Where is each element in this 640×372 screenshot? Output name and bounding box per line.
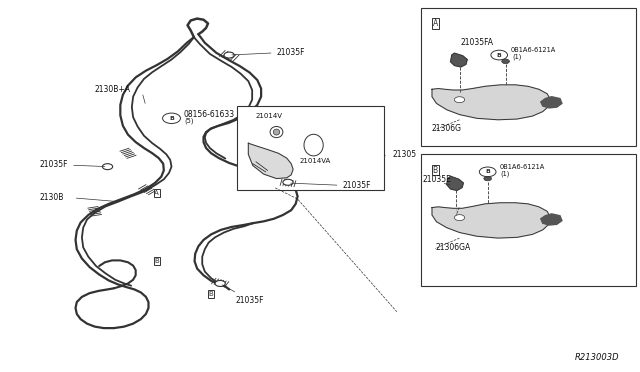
Polygon shape <box>541 214 562 225</box>
Text: 2130B: 2130B <box>40 193 64 202</box>
Ellipse shape <box>270 126 283 138</box>
Circle shape <box>502 59 509 64</box>
Polygon shape <box>447 176 463 190</box>
Text: 21306GA: 21306GA <box>435 243 470 252</box>
Text: B: B <box>209 291 214 297</box>
Text: B: B <box>433 166 438 174</box>
Circle shape <box>484 176 492 181</box>
Bar <box>421 154 636 286</box>
Circle shape <box>454 215 465 221</box>
Circle shape <box>215 280 225 286</box>
Text: B: B <box>169 116 174 121</box>
Text: 21305: 21305 <box>393 150 417 159</box>
Text: 0B1A6-6121A: 0B1A6-6121A <box>511 47 556 53</box>
Polygon shape <box>432 203 550 238</box>
Circle shape <box>102 164 113 170</box>
Ellipse shape <box>273 129 280 135</box>
Polygon shape <box>432 85 550 120</box>
Polygon shape <box>248 143 293 179</box>
Text: A: A <box>433 19 438 28</box>
Bar <box>237 106 384 190</box>
Text: (1): (1) <box>512 54 522 60</box>
Text: 08156-61633: 08156-61633 <box>183 110 234 119</box>
Circle shape <box>283 179 293 185</box>
Text: (1): (1) <box>500 171 510 177</box>
Text: 0B1A6-6121A: 0B1A6-6121A <box>499 164 545 170</box>
Polygon shape <box>541 97 562 108</box>
Text: 2130B+A: 2130B+A <box>95 85 131 94</box>
Circle shape <box>454 97 465 103</box>
Text: 21035F: 21035F <box>291 182 371 190</box>
Text: 21035E: 21035E <box>422 175 451 184</box>
Text: 21035F: 21035F <box>232 48 305 57</box>
Text: A: A <box>154 190 159 196</box>
Text: 21014VA: 21014VA <box>300 158 331 164</box>
Text: (5): (5) <box>184 118 194 124</box>
Text: B: B <box>497 52 502 58</box>
Text: 21035FA: 21035FA <box>461 38 494 46</box>
Text: 21014V: 21014V <box>256 113 283 119</box>
Text: 21035F: 21035F <box>223 285 264 305</box>
Text: B: B <box>154 258 159 264</box>
Text: B: B <box>485 169 490 174</box>
Polygon shape <box>451 53 467 67</box>
Text: R213003D: R213003D <box>575 353 620 362</box>
Circle shape <box>224 52 234 58</box>
Text: 21306G: 21306G <box>432 124 462 133</box>
Bar <box>421 8 636 146</box>
Text: 21035F: 21035F <box>40 160 105 169</box>
